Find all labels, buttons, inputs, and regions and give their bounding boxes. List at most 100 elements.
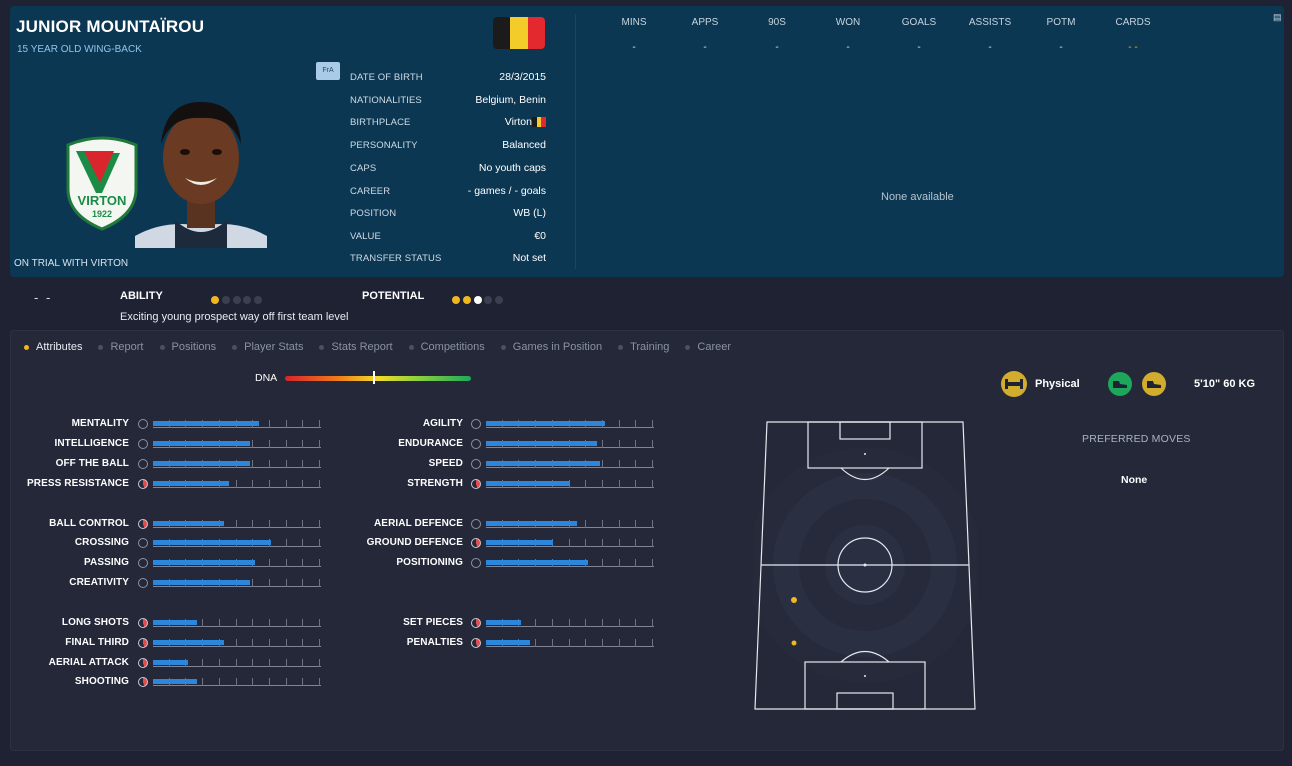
attribute-name: PRESS RESISTANCE	[27, 478, 129, 489]
star-dot	[462, 296, 471, 304]
info-label: NATIONALITIES	[350, 95, 422, 106]
height-weight: 5'10" 60 KG	[1194, 378, 1256, 390]
star-dot	[473, 296, 482, 304]
attribute-bar-fill	[486, 461, 601, 466]
attribute-bar-fill	[153, 620, 197, 625]
crest-year: 1922	[92, 209, 112, 219]
tab-games-in-position[interactable]: Games in Position	[500, 341, 603, 353]
position-pitch	[753, 421, 977, 710]
tab-bullet-icon	[24, 344, 29, 350]
fra-badge[interactable]: FrA	[316, 62, 340, 80]
info-label: VALUE	[350, 231, 381, 242]
attribute-bar	[153, 677, 321, 686]
tab-positions[interactable]: Positions	[159, 341, 216, 353]
stat-value: -	[775, 42, 779, 53]
attribute-name: PENALTIES	[406, 637, 463, 648]
stat-value: -	[917, 42, 921, 53]
attribute-trend-icon	[471, 479, 481, 489]
attribute-bar	[153, 519, 321, 528]
tab-attributes[interactable]: Attributes	[24, 341, 82, 353]
attribute-bar	[153, 479, 321, 488]
tab-stats-report[interactable]: Stats Report	[319, 341, 393, 353]
info-value: - games / - goals	[467, 185, 546, 197]
attribute-trend-icon	[138, 479, 148, 489]
position-dot-secondary	[791, 640, 797, 646]
attribute-name: POSITIONING	[396, 557, 463, 568]
attribute-bar-fill	[153, 441, 251, 446]
attribute-bar-fill	[153, 481, 229, 486]
attribute-bar	[153, 419, 321, 428]
player-subtitle: 15 YEAR OLD WING-BACK	[17, 44, 142, 55]
potential-label: POTENTIAL	[362, 290, 425, 302]
attribute-bar-fill	[153, 640, 224, 645]
info-label: DATE OF BIRTH	[350, 72, 423, 83]
physical-icon[interactable]	[1001, 371, 1027, 397]
attribute-name: AERIAL ATTACK	[48, 657, 129, 668]
info-value: Belgium, Benin	[475, 94, 546, 106]
attribute-bar-fill	[153, 540, 271, 545]
stat-value: - -	[1128, 42, 1138, 53]
attribute-trend-icon	[471, 459, 481, 469]
attribute-trend-icon	[471, 519, 481, 529]
trial-status: ON TRIAL WITH VIRTON	[14, 258, 129, 269]
info-value: Not set	[512, 252, 546, 264]
info-label: CAPS	[350, 163, 377, 174]
attribute-trend-icon	[471, 419, 481, 429]
star-dot	[452, 296, 460, 304]
tab-bullet-icon	[500, 344, 506, 350]
attribute-trend-icon	[138, 578, 148, 588]
attribute-trend-icon	[471, 538, 481, 548]
attribute-name: AERIAL DEFENCE	[373, 518, 463, 529]
tab-training[interactable]: Training	[618, 341, 669, 353]
attribute-bar-fill	[486, 620, 522, 625]
attribute-bar	[486, 558, 654, 567]
tab-label: Games in Position	[512, 341, 603, 353]
attribute-trend-icon	[138, 638, 148, 648]
potential-stars	[452, 291, 506, 309]
attribute-name: SPEED	[428, 458, 463, 469]
attribute-bar	[153, 638, 321, 647]
menu-icon[interactable]: ▤	[1273, 12, 1282, 22]
star-dot	[211, 296, 219, 304]
tab-competitions[interactable]: Competitions	[408, 341, 485, 353]
star-dot	[221, 296, 230, 304]
tab-bullet-icon	[319, 344, 325, 350]
attribute-trend-icon	[138, 519, 148, 529]
attribute-bar	[153, 439, 321, 448]
attribute-bar	[486, 618, 654, 627]
player-name: JUNIOR MOUNTAÏROU	[16, 17, 205, 36]
info-value: 28/3/2015	[499, 71, 546, 83]
attribute-name: SET PIECES	[403, 617, 463, 628]
star-dot	[495, 296, 504, 304]
attribute-bar-fill	[153, 461, 251, 466]
stat-header: APPS	[691, 17, 719, 28]
attribute-bar	[153, 538, 321, 547]
preferred-moves-value: None	[1121, 474, 1148, 486]
attribute-trend-icon	[471, 439, 481, 449]
attribute-bar-fill	[486, 521, 577, 526]
tab-label: Competitions	[420, 341, 485, 353]
info-label: BIRTHPLACE	[350, 117, 411, 128]
stat-header: 90S	[768, 17, 786, 28]
tab-career[interactable]: Career	[685, 341, 731, 353]
info-value: No youth caps	[478, 162, 546, 174]
stat-value: -	[632, 42, 636, 53]
star-dot	[243, 296, 252, 304]
attribute-name: MENTALITY	[71, 418, 129, 429]
birthplace-flag-icon	[532, 117, 547, 127]
tab-player-stats[interactable]: Player Stats	[232, 341, 303, 353]
stats-none-available: None available	[881, 191, 954, 203]
attribute-trend-icon	[138, 558, 148, 568]
dna-marker	[373, 371, 376, 384]
dna-label: DNA	[255, 372, 278, 384]
tab-label: Attributes	[36, 341, 83, 353]
attribute-bar	[486, 638, 654, 647]
attribute-name: STRENGTH	[407, 478, 463, 489]
physical-label: Physical	[1035, 378, 1080, 390]
stat-header: ASSISTS	[968, 17, 1012, 28]
attribute-name: FINAL THIRD	[65, 637, 129, 648]
tab-report[interactable]: Report	[98, 341, 144, 353]
attribute-trend-icon	[471, 618, 481, 628]
attribute-trend-icon	[471, 558, 481, 568]
info-value: Balanced	[502, 139, 546, 151]
